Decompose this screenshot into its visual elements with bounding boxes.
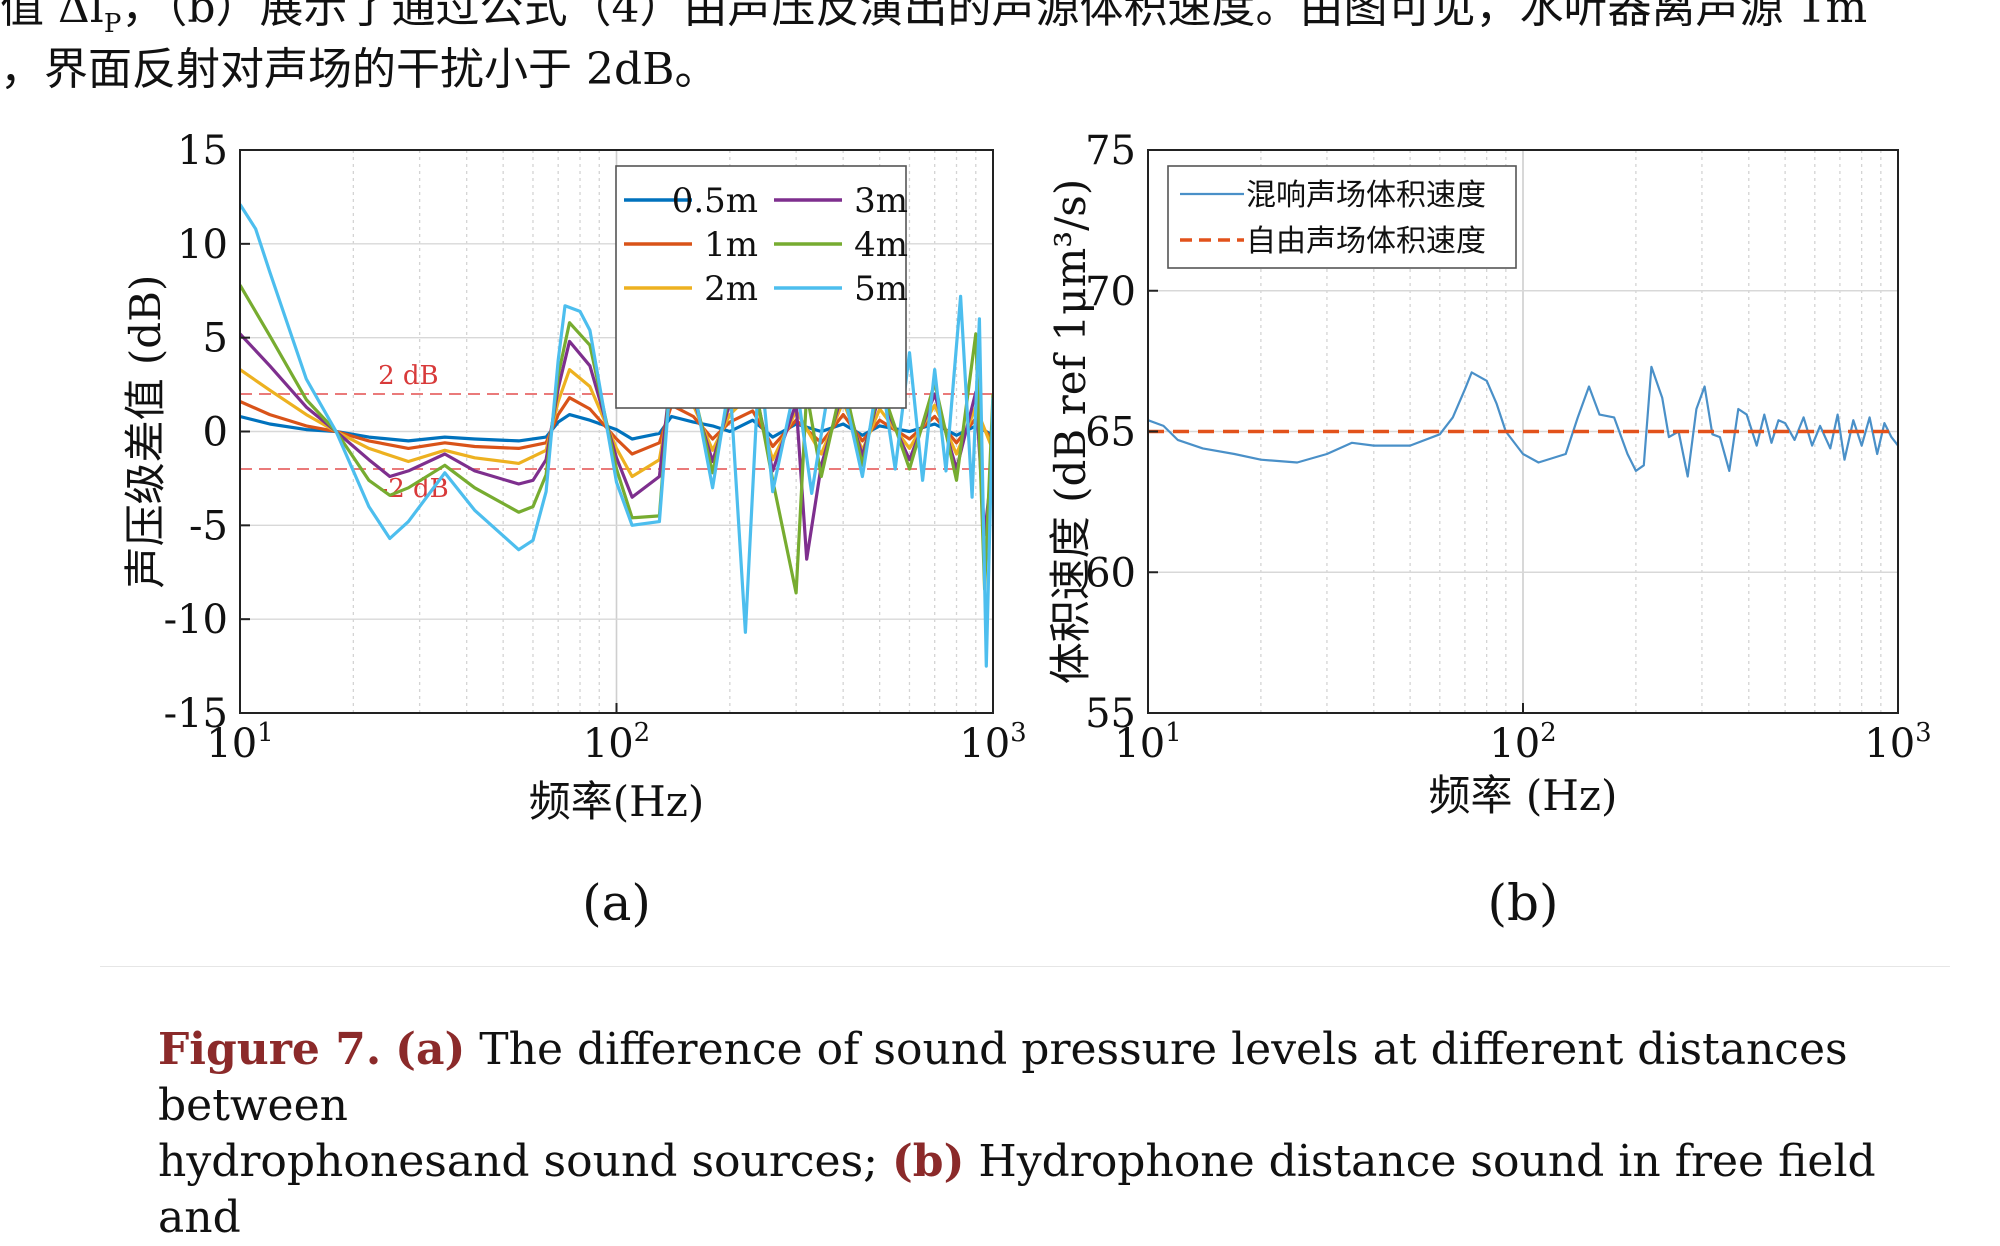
y-tick-label: -10 [164, 597, 228, 643]
x-tick-exponent: 1 [1165, 718, 1182, 748]
y-tick-label: 55 [1085, 691, 1136, 737]
body-text: 值 ΔlP，（b）展示了通过公式（4）由声压反演出的声源体积速度。由图可见，水听… [0, 0, 2000, 110]
panel-label: (b) [1487, 874, 1558, 932]
divider [100, 966, 1950, 967]
x-tick-base: 10 [206, 721, 257, 767]
caption-part-b: (b) [891, 1136, 965, 1187]
legend-label: 0.5m [672, 181, 758, 221]
series-line-混响声场体积速度 [1148, 365, 1898, 478]
x-tick-exponent: 3 [1010, 718, 1027, 748]
x-axis-label: 频率 (Hz) [1429, 771, 1618, 820]
x-tick-label: 103 [1864, 718, 1931, 767]
legend-label: 2m [704, 269, 758, 309]
x-tick-base: 10 [959, 721, 1010, 767]
legend-label: 5m [854, 269, 908, 309]
x-tick-base: 10 [583, 721, 634, 767]
series-group [1148, 365, 1898, 478]
legend-label: 1m [704, 225, 758, 265]
x-axis-label: 频率(Hz) [529, 777, 705, 826]
y-tick-label: 0 [203, 410, 228, 456]
y-axis-label: 体积速度 (dB ref 1μm³/s) [1046, 179, 1095, 684]
y-tick-label: 10 [177, 222, 228, 268]
caption-text-a: The difference of sound pressure levels … [158, 1024, 1848, 1131]
panel-label: (a) [582, 874, 651, 932]
y-tick-label: -5 [189, 503, 228, 549]
y-tick-label: 65 [1085, 410, 1136, 456]
legend-label: 4m [854, 225, 908, 265]
x-tick-base: 10 [1864, 721, 1915, 767]
y-tick-label: 15 [177, 128, 228, 174]
figure-caption: Figure 7. (a) The difference of sound pr… [158, 1022, 1958, 1246]
x-tick-exponent: 2 [634, 718, 651, 748]
body-text-line-2: ，界面反射对声场的干扰小于 2dB。 [0, 44, 719, 95]
y-tick-label: -15 [164, 691, 228, 737]
x-tick-label: 103 [959, 718, 1026, 767]
legend-box [1167, 165, 1517, 269]
x-tick-label: 101 [1114, 718, 1181, 767]
x-tick-exponent: 2 [1540, 718, 1557, 748]
caption-text-line2: hydrophonesand sound sources; [158, 1136, 878, 1187]
legend-label: 3m [854, 181, 908, 221]
legend-label: 混响声场体积速度 [1246, 178, 1486, 213]
y-axis-label: 声压级差值 (dB) [121, 275, 170, 589]
x-tick-exponent: 1 [257, 718, 274, 748]
y-tick-label: 75 [1085, 128, 1136, 174]
y-tick-label: 5 [203, 316, 228, 362]
y-tick-label: 70 [1085, 269, 1136, 315]
caption-part-a: (a) [395, 1024, 466, 1075]
body-text-line-1: 值 ΔlP，（b）展示了通过公式（4）由声压反演出的声源体积速度。由图可见，水听… [0, 0, 1868, 39]
caption-label: Figure 7. [158, 1024, 382, 1075]
reference-line-label: -2 dB [379, 474, 448, 504]
x-tick-base: 10 [1489, 721, 1540, 767]
reference-line-label: 2 dB [378, 361, 439, 391]
legend-label: 自由声场体积速度 [1246, 224, 1486, 259]
x-tick-label: 102 [583, 718, 650, 767]
x-tick-exponent: 3 [1915, 718, 1932, 748]
x-tick-label: 102 [1489, 718, 1556, 767]
x-tick-base: 10 [1114, 721, 1165, 767]
x-tick-label: 101 [206, 718, 273, 767]
y-tick-label: 60 [1085, 550, 1136, 596]
